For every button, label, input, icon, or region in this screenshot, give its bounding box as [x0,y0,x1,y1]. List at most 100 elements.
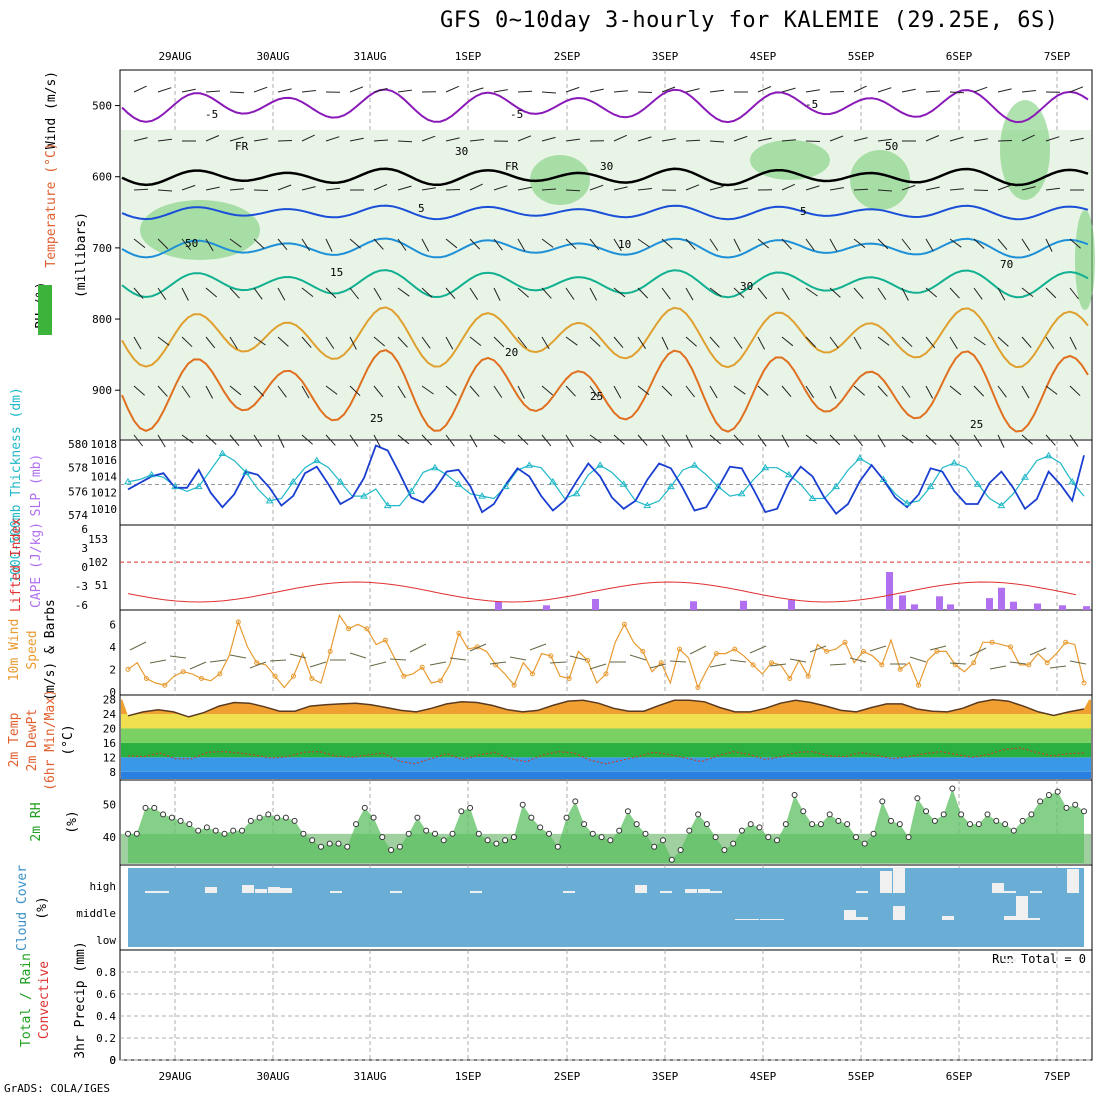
surface-wind-barb [169,655,187,659]
thickness-marker [1068,477,1077,485]
wind-barb [973,138,988,142]
rh-point [528,814,535,821]
wind-barb [589,88,604,93]
rh-point [572,798,579,805]
wind-barb [541,287,552,299]
wind-barb [397,385,406,399]
cloud-high-bar [856,891,868,893]
wind-barb [829,287,841,298]
wind-barb [709,140,725,143]
thickness-tick-label: 576 [68,485,88,498]
wind-barb [757,336,766,350]
rh-blob [140,200,260,260]
date-label-top: 31AUG [353,50,386,63]
rh-point [1072,801,1079,808]
surface-wind-barb [369,661,387,667]
temp-band [121,728,1091,743]
chart-title: GFS 0~10day 3-hourly for KALEMIE (29.25E… [440,8,1059,33]
rh-point [274,814,281,821]
wind-speed-point [125,666,131,672]
wind-barb [805,140,821,142]
wind-barb [325,136,340,142]
slp-line [127,444,1085,515]
wind-speed-point [677,646,682,652]
wind-barb [973,238,985,249]
wind-speed-point [971,660,977,666]
surface-wind-barb [349,652,367,659]
wind-barb [709,185,724,191]
thickness-marker [572,489,581,497]
surface-wind-barb [869,645,887,652]
cloud-middle-bar [747,919,759,920]
wind-barb [709,434,722,445]
cloud-high-bar [710,891,722,893]
thickness-marker [855,454,864,461]
wind-barb [781,336,794,347]
rh-point [738,827,745,834]
wind-barb [373,238,384,250]
wind-barb [829,187,844,191]
wind-speed-point [272,673,278,679]
wind-barb [277,184,292,191]
surface-wind-barb [289,653,307,659]
rh-point [1063,804,1070,811]
thickness-marker [431,463,439,471]
wind-barb [397,336,408,348]
rh-point [423,827,430,834]
surface-wind-barb [129,641,147,651]
wind-speed-point [769,660,774,666]
rh-point [449,830,456,837]
wind-barb [949,136,964,142]
wind-barb [589,287,598,301]
temp-tick-label: 28 [103,694,116,707]
cloud-high-bar [255,889,267,893]
label-cloud-cover: Cloud Cover [15,865,30,951]
wind-barb [325,336,335,349]
wind-barb [685,336,697,347]
slp-tick-label: 1012 [91,487,118,500]
thickness-marker [501,482,510,490]
rh-point [212,827,219,834]
contour-label: 30 [455,145,468,158]
slp-tick-label: 1016 [91,454,118,467]
surface-wind-barb [1069,660,1087,665]
wind-barb [949,91,965,94]
contour-label: 10 [618,238,631,251]
rh-point [265,811,272,818]
thickness-marker [690,461,699,468]
wind-barb [877,138,892,142]
rh-point [300,830,307,837]
wind-speed-point [511,682,517,688]
wind-barb [541,188,557,191]
date-label-bottom: 3SEP [652,1070,679,1083]
wind-barb [181,287,189,301]
label-minmax: (6hr Min/Max) [43,689,58,791]
wind-barb [877,336,890,346]
label-3hr-precip: 3hr Precip (mm) [73,941,88,1058]
wind-speed-point [419,664,425,670]
wind-barb [1021,90,1036,93]
pressure-tick-label: 900 [92,384,112,397]
surface-wind-barb [589,663,607,670]
rh-point [484,837,491,844]
wind-barb [805,434,818,444]
cape-bar [947,604,954,610]
cloud-high-bar [685,889,697,893]
cape-bar [543,605,550,610]
rh-point [361,804,368,811]
cape-bar [788,599,795,610]
date-label-top: 5SEP [848,50,875,63]
wind-barb [733,238,741,252]
date-label-bottom: 31AUG [353,1070,386,1083]
thickness-marker [879,475,888,482]
wind-barb [757,137,772,142]
wind-barb [901,88,916,93]
rh-point [195,827,202,834]
thickness-line [127,452,1085,507]
cloud-high-bar [1004,891,1016,893]
rh-point [239,827,245,834]
thickness-marker [926,482,935,490]
wind-barb [253,189,269,191]
wind-speed-point [732,646,738,652]
wind-speed-point [989,639,995,645]
